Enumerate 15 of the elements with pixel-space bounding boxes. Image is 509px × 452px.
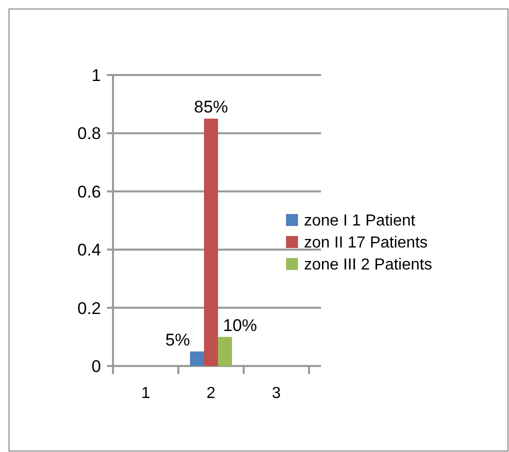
data-label: 5% — [165, 330, 190, 350]
y-tick-label: 1 — [92, 66, 101, 85]
y-tick-label: 0.6 — [77, 182, 101, 202]
legend-label: zon II 17 Patients — [304, 234, 428, 252]
data-label: 85% — [194, 98, 228, 117]
legend-label: zone III 2 Patients — [304, 256, 432, 274]
data-label: 10% — [223, 316, 258, 335]
x-tick-label: 1 — [141, 385, 150, 402]
y-tick-label: 0.4 — [77, 240, 101, 260]
legend-label: zone I 1 Patient — [304, 212, 416, 230]
y-tick-label: 0.8 — [77, 124, 101, 144]
x-tick-label: 2 — [206, 385, 216, 402]
y-tick-label: 0.2 — [77, 298, 101, 318]
y-tick-label: 0 — [92, 356, 101, 376]
x-tick-label: 3 — [272, 385, 281, 402]
